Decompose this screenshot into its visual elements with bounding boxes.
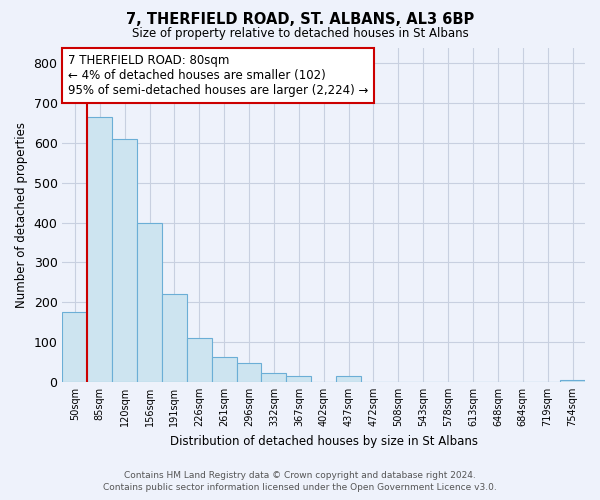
Bar	[336, 376, 361, 382]
Bar	[88, 117, 112, 382]
Text: Contains HM Land Registry data © Crown copyright and database right 2024.
Contai: Contains HM Land Registry data © Crown c…	[103, 471, 497, 492]
Bar	[560, 380, 585, 382]
Bar	[137, 222, 162, 382]
Text: 7 THERFIELD ROAD: 80sqm
← 4% of detached houses are smaller (102)
95% of semi-de: 7 THERFIELD ROAD: 80sqm ← 4% of detached…	[68, 54, 368, 97]
Bar	[62, 312, 88, 382]
Bar	[187, 338, 212, 382]
Bar	[212, 357, 236, 382]
Y-axis label: Number of detached properties: Number of detached properties	[15, 122, 28, 308]
Bar	[112, 139, 137, 382]
Bar	[236, 363, 262, 382]
Text: Size of property relative to detached houses in St Albans: Size of property relative to detached ho…	[131, 28, 469, 40]
Bar	[286, 376, 311, 382]
Text: 7, THERFIELD ROAD, ST. ALBANS, AL3 6BP: 7, THERFIELD ROAD, ST. ALBANS, AL3 6BP	[126, 12, 474, 28]
X-axis label: Distribution of detached houses by size in St Albans: Distribution of detached houses by size …	[170, 434, 478, 448]
Bar	[162, 294, 187, 382]
Bar	[262, 373, 286, 382]
